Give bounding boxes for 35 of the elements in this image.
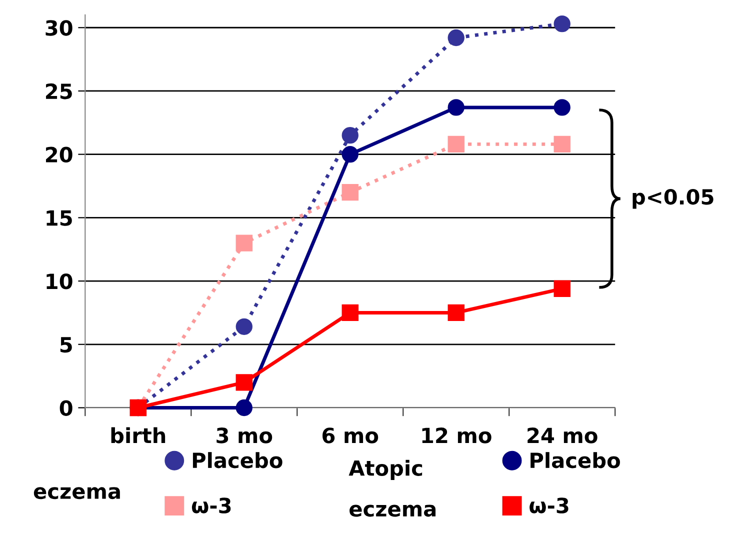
legend-label: Placebo — [192, 452, 282, 468]
y-tick-label: 5 — [60, 337, 72, 353]
point — [448, 99, 464, 116]
point — [554, 99, 570, 116]
legend-label: ω-3 — [530, 498, 568, 514]
x-tick-label: 6 mo — [322, 428, 378, 444]
legend-label: ω-3 — [192, 498, 231, 514]
point — [342, 126, 358, 144]
point — [554, 280, 570, 297]
y-tick-label: 20 — [46, 146, 72, 163]
x-tick-label: 24 mo — [528, 428, 598, 444]
legend-label: Placebo — [530, 452, 620, 468]
text: p<0.05 — [632, 188, 714, 209]
point — [236, 234, 252, 252]
point — [236, 399, 252, 416]
x-tick-label: 3 mo — [216, 428, 272, 444]
point — [342, 184, 358, 201]
y-tick-label: 15 — [46, 210, 72, 226]
point — [448, 136, 464, 153]
point — [448, 29, 464, 46]
x-tick-label: 12 mo — [422, 428, 492, 444]
point — [236, 318, 252, 335]
point — [236, 374, 252, 391]
point — [554, 136, 570, 153]
y-tick-label: 0 — [60, 400, 72, 416]
point — [554, 15, 570, 32]
point — [342, 146, 358, 163]
y-tick-label: 25 — [46, 83, 72, 100]
point — [342, 304, 358, 322]
y-tick-label: 10 — [46, 273, 72, 290]
point — [448, 304, 464, 322]
y-tick-label: 30 — [46, 20, 72, 36]
x-tick-label: birth — [111, 427, 166, 444]
text: eczema — [34, 487, 120, 500]
text: Atopic eczema — [348, 460, 436, 517]
